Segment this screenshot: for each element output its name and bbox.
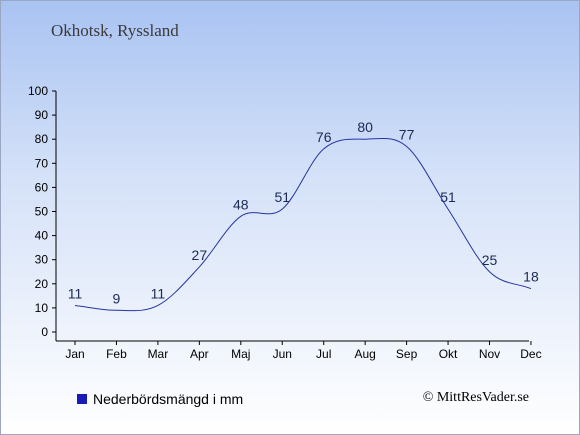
x-tick-label: Apr — [190, 347, 209, 361]
y-tick-label: 10 — [35, 301, 49, 315]
y-axis-ticks: 0 10 20 30 40 50 60 70 80 90 100 — [28, 84, 56, 339]
copyright-text: © MittResVader.se — [422, 390, 529, 405]
y-tick-label: 30 — [35, 253, 49, 267]
chart-title: Okhotsk, Ryssland — [51, 21, 179, 40]
data-label-jun: 51 — [274, 189, 290, 205]
data-label-mar: 11 — [151, 285, 166, 301]
data-label-aug: 80 — [357, 119, 373, 135]
data-label-okt: 51 — [440, 189, 456, 205]
y-tick-label: 80 — [35, 132, 49, 146]
data-label-sep: 77 — [399, 126, 415, 142]
legend: Nederbördsmängd i mm — [77, 391, 243, 407]
y-tick-label: 70 — [35, 156, 49, 170]
y-tick-label: 90 — [35, 108, 49, 122]
x-tick-label: Feb — [106, 347, 127, 361]
x-tick-label: Jul — [316, 347, 331, 361]
y-tick-label: 100 — [28, 84, 48, 98]
x-axis-ticks: Jan Feb Mar Apr Maj Jun Jul Aug Sep Okt Nov Dec — [65, 341, 542, 361]
data-series — [74, 137, 532, 312]
legend-swatch-icon — [77, 394, 87, 404]
x-tick-label: Okt — [439, 347, 458, 361]
legend-label: Nederbördsmängd i mm — [93, 391, 244, 407]
x-tick-label: Nov — [479, 347, 500, 361]
x-tick-label: Maj — [231, 347, 250, 361]
y-tick-label: 0 — [41, 325, 48, 339]
y-tick-label: 50 — [35, 205, 49, 219]
x-tick-label: Jun — [273, 347, 292, 361]
y-tick-label: 40 — [35, 229, 49, 243]
data-label-jul: 76 — [316, 129, 332, 145]
x-tick-label: Sep — [396, 347, 418, 361]
data-labels: 11 9 11 27 48 51 76 80 77 51 25 18 — [68, 119, 539, 306]
chart-axes — [55, 91, 529, 342]
precipitation-line — [74, 137, 532, 312]
x-tick-label: Mar — [148, 347, 169, 361]
x-tick-label: Dec — [520, 347, 541, 361]
data-label-dec: 18 — [523, 269, 539, 285]
data-label-maj: 48 — [233, 196, 249, 212]
x-tick-label: Aug — [354, 347, 375, 361]
y-tick-label: 60 — [35, 180, 49, 194]
y-tick-label: 20 — [35, 277, 49, 291]
data-label-jan: 11 — [68, 285, 83, 301]
data-label-nov: 25 — [482, 252, 498, 268]
data-label-apr: 27 — [192, 247, 208, 263]
data-label-feb: 9 — [113, 290, 121, 306]
x-tick-label: Jan — [65, 347, 84, 361]
